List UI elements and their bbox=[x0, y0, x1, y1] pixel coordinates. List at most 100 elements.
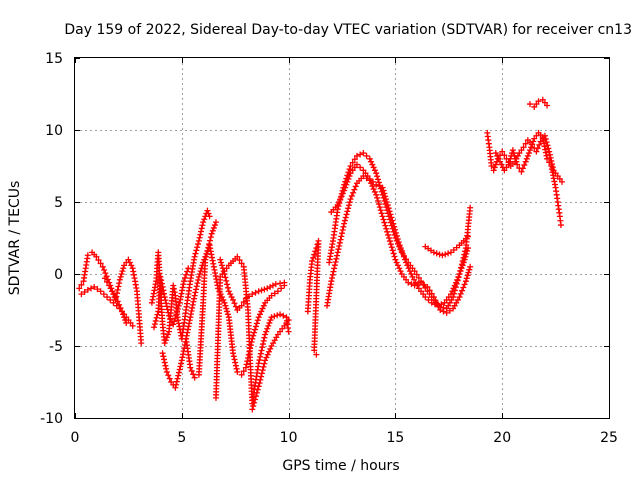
data-point bbox=[519, 165, 526, 172]
y-tick-label: 10 bbox=[45, 123, 63, 139]
data-point bbox=[394, 236, 401, 243]
data-point bbox=[119, 268, 126, 275]
data-point bbox=[252, 393, 259, 400]
data-point bbox=[256, 380, 263, 387]
data-point bbox=[453, 279, 460, 286]
data-point bbox=[378, 210, 385, 217]
data-point bbox=[102, 270, 109, 277]
data-point bbox=[350, 189, 357, 196]
data-point bbox=[357, 151, 364, 158]
data-point bbox=[535, 98, 542, 105]
data-point bbox=[450, 285, 457, 292]
data-point bbox=[506, 158, 513, 165]
data-point bbox=[375, 197, 382, 204]
data-point bbox=[347, 163, 354, 169]
data-point bbox=[278, 285, 285, 292]
data-point bbox=[170, 282, 177, 289]
series-track-a bbox=[76, 249, 145, 347]
data-point bbox=[177, 363, 184, 370]
data-point bbox=[238, 302, 245, 309]
x-tick-label: 25 bbox=[600, 430, 618, 446]
data-point bbox=[163, 334, 170, 341]
data-point bbox=[249, 291, 256, 298]
data-point bbox=[192, 289, 199, 296]
data-point bbox=[449, 288, 456, 295]
data-point bbox=[114, 298, 121, 305]
data-point bbox=[265, 348, 272, 355]
data-point bbox=[311, 347, 318, 354]
data-point bbox=[269, 282, 276, 289]
data-point bbox=[514, 161, 521, 168]
data-point bbox=[195, 241, 202, 248]
data-point bbox=[371, 188, 378, 195]
data-point bbox=[260, 363, 267, 370]
data-point bbox=[94, 286, 101, 293]
data-point bbox=[249, 406, 256, 413]
data-point bbox=[203, 253, 210, 260]
data-point bbox=[262, 357, 269, 364]
data-point bbox=[340, 223, 347, 230]
data-point bbox=[494, 152, 501, 159]
data-point bbox=[173, 312, 180, 319]
data-point bbox=[202, 256, 209, 263]
data-point bbox=[329, 271, 336, 278]
data-point bbox=[151, 324, 158, 331]
data-point bbox=[221, 299, 228, 306]
data-point bbox=[528, 144, 535, 151]
data-point bbox=[383, 196, 390, 203]
data-point bbox=[91, 283, 98, 290]
data-point bbox=[201, 216, 208, 223]
data-point bbox=[374, 173, 381, 180]
data-point bbox=[513, 158, 520, 165]
data-point bbox=[353, 161, 360, 168]
data-point bbox=[116, 276, 123, 283]
data-point bbox=[413, 271, 420, 278]
data-point bbox=[128, 262, 135, 269]
data-point bbox=[387, 241, 394, 248]
data-point bbox=[389, 217, 396, 224]
data-point bbox=[388, 214, 395, 221]
data-point bbox=[341, 217, 348, 224]
data-point bbox=[223, 305, 230, 312]
data-point bbox=[309, 258, 316, 265]
data-point bbox=[190, 371, 197, 378]
data-point bbox=[197, 231, 204, 238]
data-point bbox=[259, 344, 266, 351]
data-point bbox=[521, 162, 528, 169]
data-point bbox=[395, 239, 402, 246]
x-tick-label: 0 bbox=[71, 430, 80, 446]
data-point bbox=[464, 272, 471, 279]
data-point bbox=[458, 265, 465, 272]
data-point bbox=[264, 285, 271, 292]
data-point bbox=[199, 222, 206, 229]
data-point bbox=[460, 284, 467, 291]
data-point bbox=[117, 305, 124, 312]
data-point bbox=[353, 152, 360, 159]
data-point bbox=[385, 231, 392, 238]
data-point bbox=[116, 280, 123, 287]
data-point bbox=[509, 147, 516, 154]
data-point bbox=[126, 259, 133, 266]
data-point bbox=[154, 311, 161, 318]
data-point bbox=[274, 312, 281, 319]
data-point bbox=[277, 280, 284, 287]
data-point bbox=[524, 152, 531, 159]
data-point bbox=[164, 306, 171, 313]
series-track-n bbox=[328, 161, 472, 309]
data-point bbox=[383, 199, 390, 205]
data-point bbox=[464, 247, 471, 254]
data-point bbox=[258, 308, 265, 315]
data-point bbox=[193, 286, 200, 293]
series-track-e bbox=[159, 219, 219, 391]
data-point bbox=[188, 367, 195, 374]
data-point bbox=[161, 340, 168, 347]
data-point bbox=[258, 347, 265, 354]
data-point bbox=[173, 309, 180, 316]
data-point bbox=[405, 265, 412, 272]
data-point bbox=[428, 299, 435, 306]
data-point bbox=[462, 278, 469, 285]
data-point bbox=[339, 230, 345, 237]
data-point bbox=[380, 216, 387, 223]
data-point bbox=[151, 321, 158, 328]
data-point bbox=[100, 291, 107, 298]
